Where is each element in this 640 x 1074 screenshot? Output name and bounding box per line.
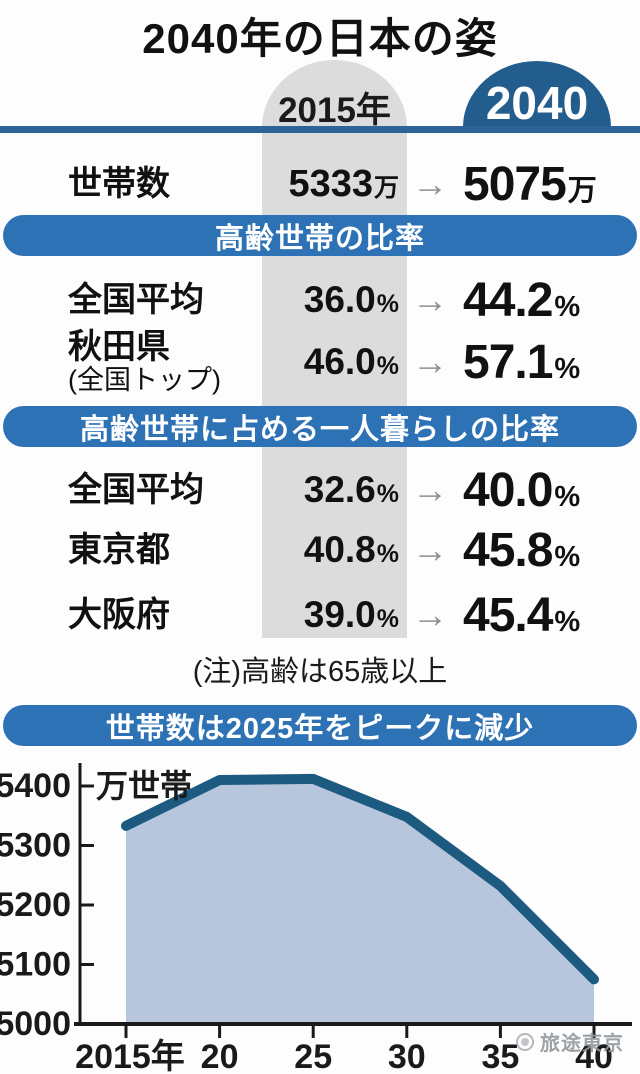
table-row-national-average-single: 全国平均 32.6 % → 40.0 % (0, 462, 640, 518)
table-row-akita: 秋田県 (全国トップ) 46.0 % → 57.1 % (0, 324, 640, 400)
value-2040: 40.0 % (463, 463, 581, 517)
trend-line (121, 773, 599, 985)
value-2015: 5333 万 (288, 162, 399, 205)
arrow-right-icon: → (412, 529, 448, 570)
column-header-2015: 2015年 (278, 91, 391, 130)
row-label: 世帯数 (68, 164, 170, 203)
svg-text:5000: 5000 (0, 1005, 71, 1043)
page-title: 2040年の日本の姿 (142, 15, 498, 62)
arrow-right-icon: → (412, 469, 448, 510)
section-heading-single-elderly-ratio: 高齢世帯に占める一人暮らしの比率 (3, 406, 637, 447)
watermark: 旅途東京 (516, 1027, 624, 1056)
value-2015: 36.0 % (303, 279, 399, 320)
svg-text:5400: 5400 (0, 767, 71, 805)
svg-text:5300: 5300 (0, 827, 71, 865)
column-header-2040-badge: 2040 (463, 61, 611, 127)
section-heading-elderly-ratio: 高齢世帯の比率 (3, 215, 637, 256)
watermark-text: 旅途東京 (540, 1033, 624, 1055)
households-trend-chart: 5000 5100 5200 5300 5400 2015年 20 25 30 35 40 万世帯 (0, 763, 632, 1074)
table-row-tokyo: 東京都 40.8 % → 45.8 % (0, 522, 640, 578)
table-row-osaka: 大阪府 39.0 % → 45.4 % (0, 587, 640, 643)
value-2040: 57.1 % (463, 335, 581, 389)
chart-heading: 世帯数は2025年をピークに減少 (3, 705, 637, 746)
row-sublabel: (全国トップ) (68, 364, 221, 395)
svg-text:35: 35 (481, 1038, 519, 1074)
svg-text:40: 40 (575, 1038, 613, 1074)
footnote: (注)高齢は65歳以上 (192, 656, 448, 688)
value-2040: 45.4 % (463, 588, 581, 642)
value-2040: 45.8 % (463, 523, 581, 577)
arrow-right-icon: → (412, 594, 448, 635)
svg-text:25: 25 (294, 1038, 332, 1074)
divider-rule (0, 126, 640, 133)
watermark-logo-icon (516, 1032, 534, 1051)
column-header-2040-label: 2040 (485, 76, 589, 129)
y-axis-ticks (80, 784, 94, 966)
table-row-households: 世帯数 5333 万 → 5075 万 (0, 156, 640, 212)
y-axis-unit-label: 万世帯 (96, 768, 192, 804)
svg-text:30: 30 (388, 1038, 426, 1074)
value-2040: 5075 万 (463, 157, 597, 211)
y-axis-tick-labels: 5000 5100 5200 5300 5400 (0, 767, 71, 1043)
value-2040: 44.2 % (463, 273, 581, 327)
svg-text:5200: 5200 (0, 886, 71, 924)
x-axis-ticks (124, 1024, 596, 1038)
svg-text:20: 20 (201, 1038, 239, 1074)
arrow-right-icon: → (412, 279, 448, 320)
area-series-fill (126, 778, 594, 1024)
column-2015-background (262, 60, 407, 638)
value-2015: 32.6 % (303, 469, 399, 510)
svg-text:2015年: 2015年 (75, 1038, 185, 1074)
row-label: 全国平均 (68, 470, 204, 509)
svg-text:5100: 5100 (0, 946, 71, 984)
row-label: 秋田県 (全国トップ) (0, 329, 262, 395)
arrow-right-icon: → (412, 341, 448, 382)
row-label: 東京都 (68, 530, 170, 569)
arrow-right-icon: → (412, 163, 448, 204)
value-2015: 40.8 % (303, 529, 399, 570)
value-2015: 39.0 % (303, 594, 399, 635)
row-label: 大阪府 (68, 595, 170, 634)
value-2015: 46.0 % (303, 341, 399, 382)
table-row-national-average: 全国平均 36.0 % → 44.2 % (0, 272, 640, 328)
row-label: 全国平均 (68, 280, 204, 319)
x-axis-tick-labels: 2015年 20 25 30 35 40 (75, 1038, 613, 1074)
